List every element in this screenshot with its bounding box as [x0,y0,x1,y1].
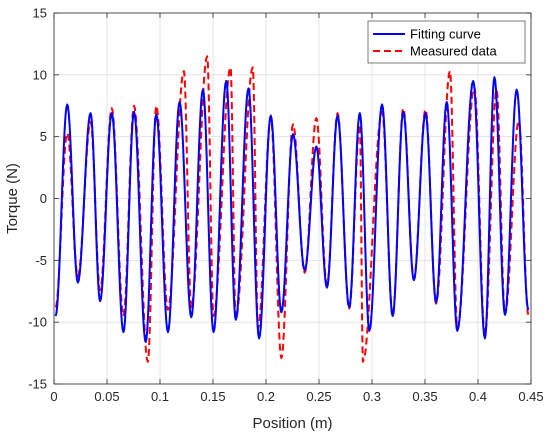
axis-ticks: 0 0.05 0.1 0.15 0.2 0.25 0.3 0.35 0.4 0.45 -15 -10 -… [28,6,543,405]
y-tick-label: -5 [35,253,47,268]
legend-box [367,20,526,64]
series-line-fitting-curve [54,76,530,343]
legend-label-measured-data: Measured data [410,44,497,59]
x-tick-label: 0.2 [257,389,275,404]
y-tick-label: 15 [33,6,47,21]
x-tick-label: 0.05 [94,389,119,404]
x-tick-label: 0.15 [200,389,225,404]
y-tick-label: 0 [40,191,47,206]
x-tick-label: 0.4 [469,389,487,404]
y-tick-label: 5 [40,129,47,144]
series-lines [54,55,530,363]
legend: Fitting curve Measured data [367,20,526,64]
y-tick-label: -10 [28,315,47,330]
x-tick-label: 0.45 [518,389,543,404]
x-tick-label: 0.25 [306,389,331,404]
x-tick-label: 0.1 [151,389,169,404]
y-tick-label: 10 [33,67,47,82]
y-axis-title: Torque (N) [4,163,21,234]
legend-label-fitting-curve: Fitting curve [410,27,481,42]
x-axis-title: Position (m) [252,415,332,432]
series-line-measured-data [54,55,530,363]
y-tick-label: -15 [28,377,47,392]
x-tick-label: 0.35 [412,389,437,404]
x-tick-label: 0.3 [363,389,381,404]
x-tick-label: 0 [50,389,57,404]
